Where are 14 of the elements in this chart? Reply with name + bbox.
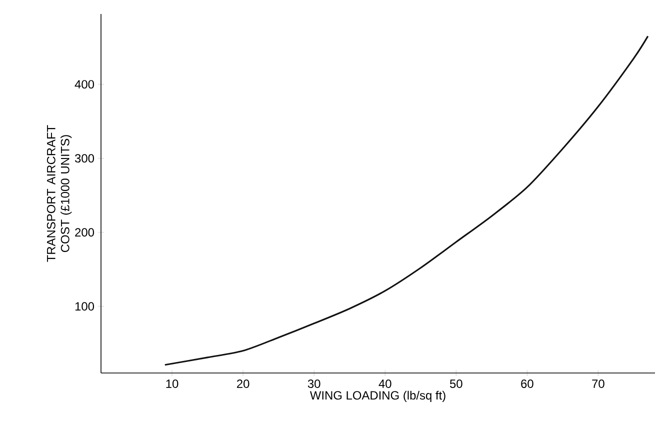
line-series — [164, 35, 649, 366]
x-tick-label: 30 — [308, 380, 320, 388]
x-tick-label: 40 — [378, 380, 392, 388]
y-axis-title: TRANSPORT AIRCRAFT COST (£1000 UNITS) — [46, 125, 72, 262]
x-axis-title: WING LOADING (lb/sq ft) — [310, 390, 446, 402]
x-tick-label: 10 — [166, 380, 178, 388]
x-tick-label: 20 — [236, 380, 250, 388]
x-tick-label: 70 — [592, 380, 604, 388]
y-tick-label: 300 — [74, 154, 94, 163]
x-tick-label: 60 — [521, 380, 534, 388]
x-tick-label: 50 — [450, 380, 462, 388]
y-tick-label: 400 — [74, 80, 94, 89]
y-tick-label: 100 — [75, 302, 94, 311]
y-tick-label: 200 — [75, 228, 94, 237]
